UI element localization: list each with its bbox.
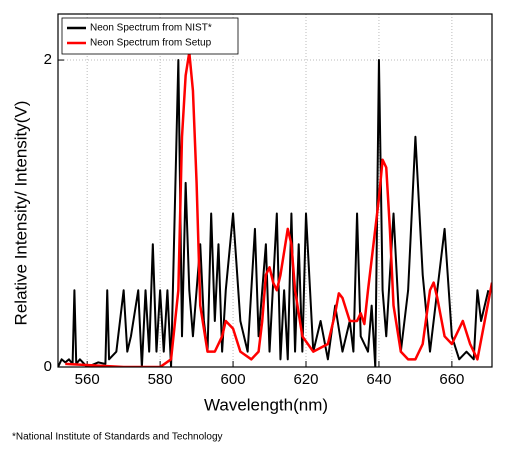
x-tick-label: 660 [439,371,464,388]
x-tick-label: 600 [221,371,246,388]
legend-label: Neon Spectrum from Setup [90,38,212,49]
x-tick-label: 620 [293,371,318,388]
x-tick-label: 560 [75,371,100,388]
footnote: *National Institute of Standards and Tec… [12,432,223,443]
y-tick-label: 0 [44,358,52,375]
plot-frame [57,13,493,368]
x-axis-label: Wavelength(nm) [204,395,328,414]
data-line [58,59,490,367]
y-axis-label: Relative Intensity/ Intensity(V) [11,101,30,326]
legend-label: Neon Spectrum from NIST* [90,23,212,34]
plot [58,51,492,367]
x-tick-label: 580 [148,371,173,388]
y-tick-label: 2 [44,51,52,68]
data-line [65,51,492,367]
x-tick-label: 640 [366,371,391,388]
legend-box [61,17,239,55]
